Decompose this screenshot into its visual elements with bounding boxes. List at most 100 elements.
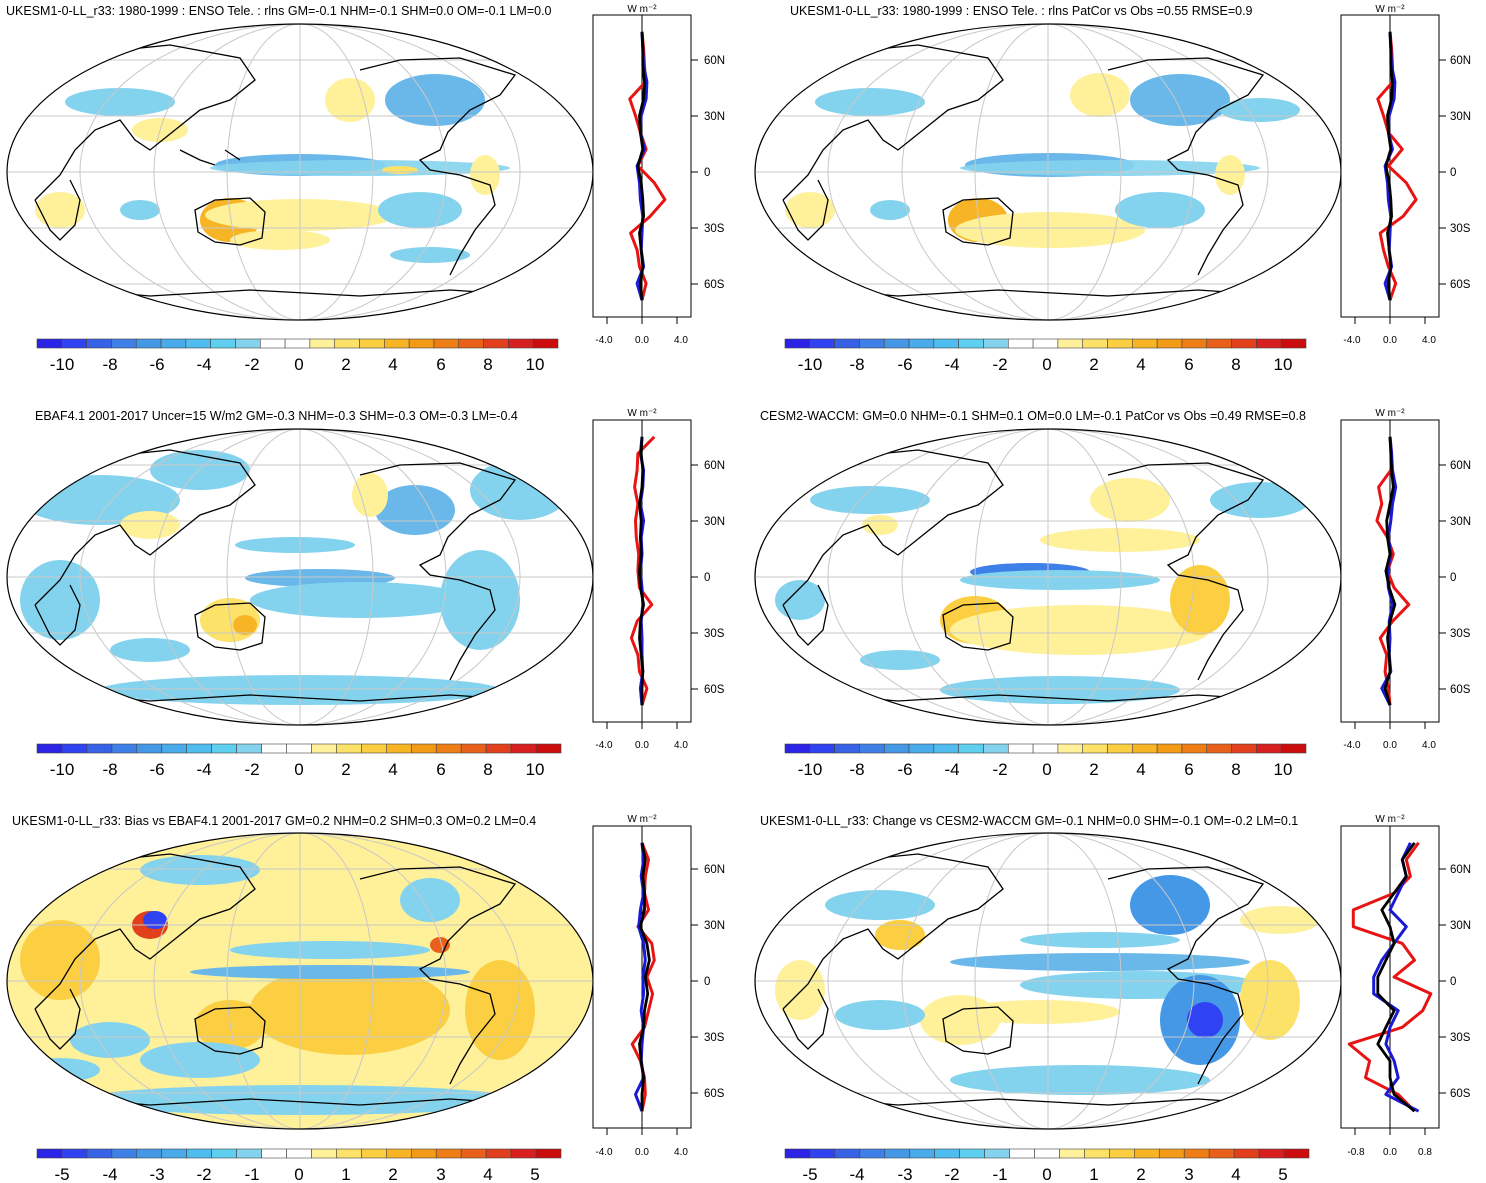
colorbar-boxes [784,743,1307,754]
anomaly-region [35,192,85,228]
colorbar-label: -10 [798,760,823,779]
colorbar-box [859,338,885,349]
colorbar-box [236,743,262,754]
colorbar-box [161,743,188,754]
colorbar-box [1158,1148,1185,1159]
colorbar-box [334,338,360,349]
colorbar-label: -4 [944,355,959,374]
lat-ticks [1354,59,1446,324]
colorbar-box [384,338,410,349]
colorbar-label: 1 [341,1165,350,1183]
lat-tick-label: 60N [1450,460,1471,472]
anomaly-region [1090,478,1170,522]
anomaly-field [20,450,570,705]
zonal-mean-series-3 [636,31,646,301]
anomaly-region [1210,482,1310,518]
x-tick-label: -4.0 [595,335,613,346]
colorbar-label: -4 [102,1165,117,1183]
colorbar-box [834,338,860,349]
colorbar-box [535,743,562,754]
colorbar-box [185,338,211,349]
lat-tick-label: 30S [704,1032,725,1044]
colorbar-box [958,338,984,349]
anomaly-region [390,247,470,263]
colorbar: -10 -8 -6 -4 -2 0 2 4 6 8 10 [36,743,562,779]
colorbar-label: 8 [483,760,492,779]
colorbar: -5 -4 -3 -2 -1 0 1 2 3 4 5 [36,1148,562,1183]
x-tick-label: 4.0 [1422,740,1436,751]
colorbar-box [1206,743,1232,754]
colorbar-box [834,743,860,754]
anomaly-region [785,192,835,228]
colorbar-label: 0 [294,760,303,779]
colorbar-box [1233,1148,1260,1159]
coastlines [762,449,1339,702]
colorbar-box [908,338,935,349]
zonal-series-group [1347,841,1433,1113]
colorbar-label: -4 [196,355,211,374]
anomaly-region [810,486,930,514]
x-tick-label: 0.0 [635,1147,649,1158]
colorbar-box [859,743,885,754]
colorbar-box [186,1148,212,1159]
colorbar-box [86,1148,113,1159]
colorbar-box [311,1148,337,1159]
panel-title: EBAF4.1 2001-2017 Uncer=15 W/m2 GM=-0.3 … [35,409,518,423]
zonal-series-group [1375,436,1411,706]
colorbar-box [1132,743,1158,754]
colorbar-box [86,338,112,349]
anomaly-region [1215,155,1245,195]
lat-tick-label: 30S [1450,628,1471,640]
colorbar-box [1231,743,1257,754]
zonal-mean-plot: W m⁻² 60N 30N 0 30S 60S -4.0 0.0 4.0 [1340,4,1471,346]
anomaly-region [470,460,570,520]
anomaly-region [870,200,910,220]
anomaly-region [1130,74,1230,126]
anomaly-region [20,560,100,640]
colorbar-box [1183,1148,1210,1159]
colorbar-label: 4 [388,760,397,779]
colorbar-box [1134,1148,1160,1159]
x-tick-label: -0.8 [1347,1147,1365,1158]
lat-tick-label: 30N [1450,516,1471,528]
colorbar-box [311,743,337,754]
colorbar-box [1082,743,1108,754]
colorbar-label: 2 [1136,1165,1145,1183]
colorbar-box [111,743,138,754]
zonal-mean-series-3 [1383,436,1397,706]
x-tick-label: 0.0 [635,335,649,346]
anomaly-region [143,911,167,929]
colorbar-box [485,1148,512,1159]
colorbar-label: -3 [897,1165,912,1183]
anomaly-region [1020,932,1180,948]
panel-3: EBAF4.1 2001-2017 Uncer=15 W/m2 GM=-0.3 … [6,408,725,779]
colorbar-label: -4 [196,760,211,779]
lat-tick-label: 60S [704,684,725,696]
anomaly-region [120,200,160,220]
colorbar-box [1009,1148,1035,1159]
panel-title: UKESM1-0-LL_r33: 1980-1999 : ENSO Tele. … [790,4,1253,18]
zonal-mean-series-2 [1372,842,1420,1113]
colorbar-box [136,743,163,754]
colorbar-box [433,338,460,349]
colorbar-box [386,1148,412,1159]
colorbar-box [1059,1148,1085,1159]
anomaly-region [352,473,388,517]
anomaly-region [233,615,257,635]
lat-tick-label: 0 [1450,167,1456,179]
colorbar-label: 2 [388,1165,397,1183]
colorbar-box [1256,338,1282,349]
colorbar-box [1032,338,1059,349]
anomaly-region [1240,906,1320,934]
colorbar-label: 6 [1184,760,1193,779]
colorbar-box [1156,743,1183,754]
colorbar-box [1283,1148,1310,1159]
colorbar-label: -8 [849,355,864,374]
world-map [7,833,593,1129]
colorbar-box [1109,1148,1135,1159]
colorbar-box [1258,1148,1285,1159]
colorbar-box [532,338,559,349]
panel-6: UKESM1-0-LL_r33: Change vs CESM2-WACCM G… [754,814,1471,1183]
colorbar-boxes [36,338,559,349]
colorbar-box [1034,1148,1060,1159]
